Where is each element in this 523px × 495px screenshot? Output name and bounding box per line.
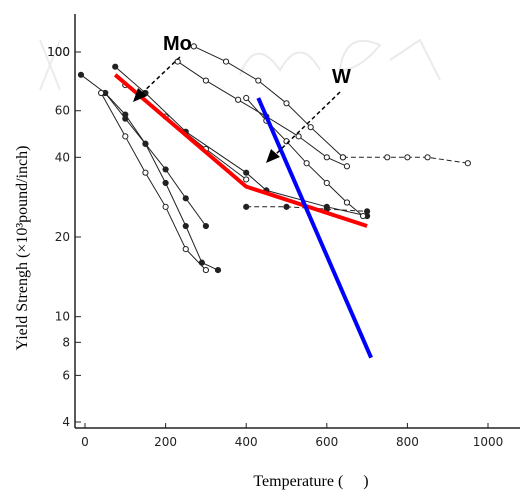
- data-point: [283, 203, 290, 210]
- annotation-arrow-w: [274, 91, 341, 156]
- data-point: [364, 208, 371, 215]
- data-point: [343, 199, 351, 206]
- data-point: [339, 154, 347, 161]
- data-point: [424, 154, 431, 161]
- x-tick-label: 1000: [473, 435, 504, 449]
- data-point: [190, 43, 197, 50]
- data-point: [122, 115, 129, 122]
- data-point: [404, 154, 411, 161]
- data-point: [214, 266, 222, 274]
- data-point: [202, 222, 209, 230]
- dataset-series-9: [190, 43, 347, 161]
- dataset-line: [193, 45, 344, 158]
- data-point: [122, 133, 129, 140]
- data-point: [323, 154, 330, 161]
- data-point: [77, 71, 85, 78]
- data-point: [202, 266, 209, 274]
- data-point: [243, 94, 250, 102]
- data-point: [142, 169, 149, 176]
- series-line-mo: [113, 73, 368, 228]
- data-point: [295, 133, 302, 140]
- data-point: [182, 222, 189, 230]
- data-point: [162, 203, 169, 210]
- data-point: [343, 163, 351, 170]
- x-tick-label: 400: [235, 435, 258, 449]
- watermark: [39, 38, 441, 91]
- dataset-series-10: [339, 154, 471, 167]
- data-point: [222, 58, 230, 65]
- dataset-series-4: [98, 89, 209, 274]
- y-tick-label: 4: [62, 415, 70, 429]
- y-tick-label: 40: [55, 150, 70, 164]
- x-tick-label: 600: [315, 435, 338, 449]
- data-point: [182, 195, 189, 202]
- y-tick-label: 60: [55, 104, 70, 118]
- highlight-lines: [113, 73, 373, 359]
- data-point: [182, 246, 189, 253]
- x-axis-title: Temperature ( ): [253, 473, 368, 490]
- data-point: [303, 160, 310, 167]
- dataset-series-7: [174, 58, 351, 170]
- data-point: [162, 166, 169, 173]
- dataset-series-3: [102, 89, 209, 230]
- y-tick-label: 8: [62, 335, 70, 349]
- y-tick-label: 10: [55, 310, 70, 324]
- axes: [74, 14, 520, 429]
- annotation-label-mo: Mo: [163, 33, 192, 55]
- data-point: [243, 169, 250, 176]
- y-tick-label: 100: [47, 45, 70, 59]
- data-point: [384, 154, 391, 161]
- data-point: [323, 179, 330, 187]
- data-point: [283, 100, 290, 107]
- annotation-arrow-mo: [139, 56, 181, 96]
- data-point: [235, 96, 242, 103]
- data-point: [112, 63, 119, 70]
- y-axis-title: Yield Strengh (×10³pound/inch): [14, 146, 31, 351]
- dataset-line: [104, 92, 207, 227]
- data-point: [255, 77, 262, 84]
- x-tick-label: 0: [81, 435, 89, 449]
- y-tick-label: 100: [47, 45, 70, 59]
- data-point: [142, 140, 149, 147]
- data-point: [464, 160, 471, 167]
- data-point: [243, 176, 250, 183]
- x-tick-label: 200: [154, 435, 177, 449]
- data-point: [243, 203, 250, 210]
- data-point: [98, 89, 105, 97]
- annotation-mo: Mo: [133, 33, 192, 102]
- data-point: [202, 77, 209, 84]
- series-line-w: [256, 97, 373, 359]
- dataset-line: [114, 66, 368, 217]
- data-point: [359, 212, 367, 220]
- x-tick-label: 800: [396, 435, 419, 449]
- arrowhead-w: [266, 149, 280, 163]
- annotation-w: W: [266, 66, 351, 163]
- dataset-line: [100, 92, 207, 271]
- data-point: [307, 124, 314, 131]
- annotation-label-w: W: [332, 66, 351, 88]
- y-tick-label: 20: [55, 230, 70, 244]
- y-tick-label: 6: [62, 368, 70, 382]
- arrowhead-mo: [133, 88, 147, 102]
- data-point: [162, 179, 169, 187]
